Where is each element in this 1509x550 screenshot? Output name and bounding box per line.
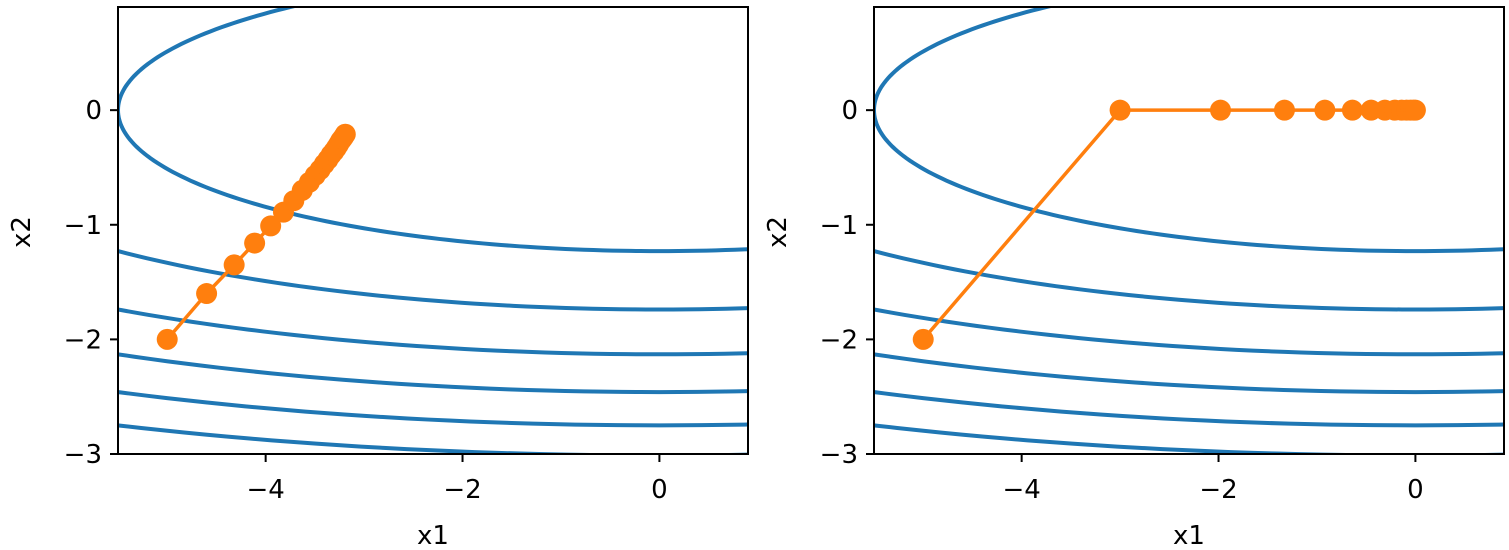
- left-contour-level-5: [118, 390, 748, 428]
- left-trajectory-point: [260, 215, 282, 237]
- right-trajectory-point: [1341, 99, 1363, 121]
- right-trajectory-point: [912, 328, 934, 350]
- left-contours: [118, 7, 748, 454]
- left-trajectory-point: [223, 254, 245, 276]
- right-x-tick-label: −4: [1002, 475, 1040, 505]
- right-x-ticks: −4 −2 0: [1002, 454, 1424, 505]
- right-contours: [874, 7, 1504, 454]
- right-trajectory-point: [1273, 99, 1295, 121]
- left-x-ticks: −4 −2 0: [246, 454, 668, 505]
- left-x-tick-label: 0: [651, 475, 668, 505]
- left-contour-level-6: [118, 423, 748, 454]
- right-trajectory-point: [1404, 99, 1426, 121]
- right-contour-level-6: [874, 423, 1504, 454]
- left-y-tick-label: 0: [85, 96, 102, 126]
- right-contour-level-1: [874, 7, 1504, 254]
- left-trajectory-point: [196, 283, 218, 305]
- left-y-tick-label: −3: [64, 440, 102, 470]
- left-x-axis-label: x1: [417, 521, 449, 550]
- left-trajectory-point: [244, 232, 266, 254]
- left-trajectory-point: [334, 123, 356, 145]
- right-trajectory: [912, 99, 1426, 350]
- right-trajectory-point: [1210, 99, 1231, 121]
- right-y-axis-label: x2: [763, 216, 793, 248]
- right-plot: −4 −2 0 0 −1 −2 −3 x1 x2: [763, 6, 1505, 550]
- right-y-tick-label: −3: [820, 440, 858, 470]
- right-contour-level-2: [874, 249, 1504, 312]
- left-trajectory-point: [156, 328, 178, 350]
- left-trajectory: [156, 123, 356, 350]
- right-y-ticks: 0 −1 −2 −3: [820, 96, 874, 470]
- left-y-tick-label: −2: [64, 325, 102, 355]
- right-y-tick-label: −2: [820, 325, 858, 355]
- right-x-axis-label: x1: [1173, 521, 1205, 550]
- left-axes-frame: [117, 6, 749, 455]
- right-y-tick-label: 0: [841, 96, 858, 126]
- right-trajectory-point: [1314, 99, 1336, 121]
- right-trajectory-line: [921, 108, 1416, 341]
- left-x-tick-label: −4: [246, 475, 284, 505]
- right-axes-frame: [873, 6, 1505, 455]
- left-contour-level-2: [118, 249, 748, 312]
- right-y-tick-label: −1: [820, 211, 858, 241]
- right-trajectory-point: [1109, 99, 1131, 121]
- left-y-axis-label: x2: [7, 216, 37, 248]
- right-contour-level-3: [874, 307, 1504, 357]
- left-y-tick-label: −1: [64, 211, 102, 241]
- left-y-ticks: 0 −1 −2 −3: [64, 96, 118, 470]
- right-x-tick-label: 0: [1407, 475, 1424, 505]
- left-contour-level-3: [118, 307, 748, 357]
- left-x-tick-label: −2: [443, 475, 481, 505]
- right-x-tick-label: −2: [1199, 475, 1237, 505]
